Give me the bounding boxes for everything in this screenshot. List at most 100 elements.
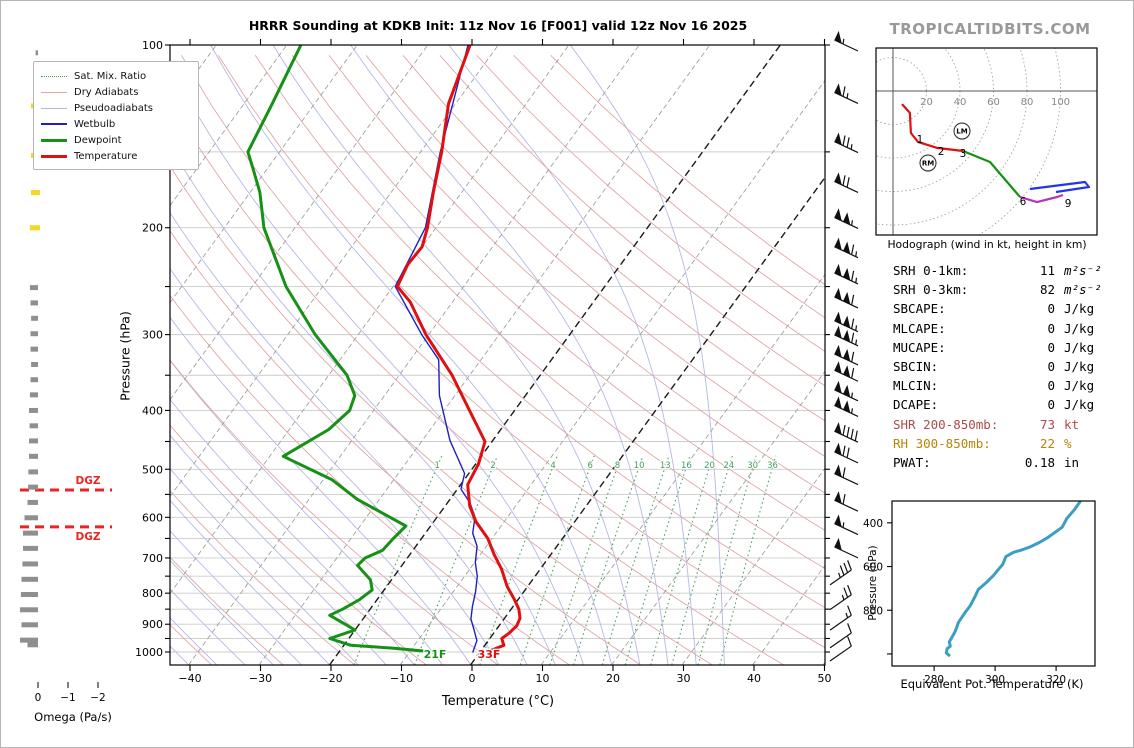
legend-line-sample [41, 91, 67, 93]
hodograph-trace [1029, 180, 1091, 194]
legend-line-sample [41, 138, 67, 142]
temp-tick-label: 20 [606, 672, 620, 685]
pressure-tick-label: 900 [142, 618, 163, 631]
omega-tick-label: −2 [90, 692, 105, 704]
thetae-pressure-tick-label: 400 [863, 518, 883, 530]
legend-item-label: Pseudoadiabats [74, 102, 154, 114]
wind-barb [834, 325, 859, 347]
omega-bar [24, 515, 38, 521]
mixing-ratio-label: 4 [550, 461, 555, 471]
temp-tick-label: −30 [249, 672, 272, 685]
omega-tick-label: −1 [60, 692, 75, 704]
stats-unit: J/kg [1064, 397, 1095, 413]
legend-item: Dewpoint [41, 132, 191, 148]
hodograph-ring-label: 80 [1021, 97, 1034, 108]
omega-bar [20, 591, 38, 597]
stats-value: 73 [1039, 416, 1055, 432]
stats-value: 0 [1047, 320, 1055, 336]
page-title: HRRR Sounding at KDKB Init: 11z Nov 16 [… [248, 18, 748, 33]
hodograph-panel: 20 40 60 80 100 1 2 3 6 9 LM RM [876, 48, 1097, 235]
stats-panel: SRH 0-1km: 11 m²s⁻² SRH 0-3km: 82 m²s⁻² SBCAPE… [893, 263, 1126, 474]
stats-row: SBCAPE: 0 J/kg [893, 301, 1126, 320]
stats-label: SBCAPE: [893, 301, 946, 317]
wind-barb [829, 605, 852, 631]
stats-value: 0 [1047, 397, 1055, 413]
stats-unit: m²s⁻² [1064, 263, 1102, 278]
hodograph-trace [901, 103, 964, 153]
omega-bar [29, 423, 38, 429]
pressure-tick-label: 300 [142, 329, 163, 342]
stats-label: RH 300-850mb: [893, 435, 991, 451]
omega-bar [27, 499, 38, 505]
stats-row: PWAT: 0.18 in [893, 455, 1126, 474]
wind-barb [834, 464, 859, 486]
hodograph-ring-label: 100 [1051, 97, 1070, 108]
hodograph-height-label: 9 [1065, 198, 1072, 210]
stats-label: SHR 200-850mb: [893, 416, 999, 432]
temp-tick-label: 10 [536, 672, 550, 685]
omega-bar [31, 361, 38, 367]
storm-motion-marker [953, 122, 971, 140]
stats-value: 11 [1039, 263, 1055, 278]
thetae-pressure-axis-label: Pressure (hPa) [867, 545, 879, 621]
stats-row: MLCAPE: 0 J/kg [893, 321, 1126, 340]
legend-item-label: Sat. Mix. Ratio [74, 70, 147, 82]
wind-barb [834, 208, 859, 229]
mixing-ratio-label: 30 [747, 461, 758, 471]
omega-bar [35, 50, 38, 56]
pressure-axis-label: Pressure (hPa) [117, 311, 133, 401]
wind-barb [834, 30, 859, 52]
hodograph-border [875, 47, 1098, 236]
omega-bar [30, 331, 38, 337]
omega-bar [20, 637, 38, 643]
watermark-logo: TROPICALTIDBITS.COM [889, 20, 1091, 38]
hodograph-height-label: 6 [1020, 196, 1027, 208]
omega-bar [28, 469, 38, 475]
temp-tick-label: −10 [390, 672, 413, 685]
omega-bar-yellow [31, 190, 40, 196]
legend-line-sample [41, 107, 67, 109]
wind-barb [829, 560, 852, 586]
temp-tick-label: 40 [747, 672, 761, 685]
stats-row: MUCAPE: 0 J/kg [893, 340, 1126, 359]
stats-unit: J/kg [1064, 339, 1095, 355]
omega-bar [30, 377, 38, 383]
omega-bar [22, 561, 38, 567]
pressure-tick-label: 700 [142, 552, 163, 565]
stats-unit: J/kg [1064, 320, 1095, 336]
stats-unit: kt [1064, 416, 1080, 432]
dgz-label: DGZ [76, 531, 101, 543]
wind-barb [834, 83, 859, 104]
wind-barb [834, 380, 859, 402]
stats-row: DCAPE: 0 J/kg [893, 397, 1126, 416]
wind-barb [829, 584, 852, 611]
theta-e-curve [944, 501, 1082, 658]
stats-unit: J/kg [1064, 301, 1095, 317]
stats-value: 0.18 [1024, 454, 1055, 470]
wind-barb [834, 311, 859, 333]
pressure-tick-label: 1000 [135, 646, 163, 659]
legend-line-sample [41, 154, 67, 158]
mixing-ratio-label: 24 [723, 461, 734, 471]
pressure-tick-label: 600 [142, 511, 163, 524]
surface-temp-label: 33F [478, 648, 501, 661]
mixing-ratio-label: 36 [767, 461, 778, 471]
omega-bar [23, 545, 38, 551]
stats-label: SBCIN: [893, 358, 939, 374]
omega-bar-yellow [29, 225, 40, 231]
temp-tick-label: 50 [818, 672, 832, 685]
omega-bar [31, 315, 38, 321]
hodograph-height-label: 1 [917, 134, 924, 146]
thetae-pressure-tick-label: 800 [863, 605, 883, 617]
thetae-temp-tick-label: 280 [924, 674, 944, 686]
legend-item: Wetbulb [41, 116, 191, 132]
wind-barb [834, 132, 859, 154]
wind-barb [834, 396, 859, 417]
omega-bar [20, 607, 38, 613]
wind-barb [834, 287, 859, 309]
storm-motion-label: RM [922, 160, 934, 168]
temp-tick-label: −40 [178, 672, 201, 685]
mixing-ratio-label: 10 [634, 461, 645, 471]
wind-barb [834, 491, 859, 512]
